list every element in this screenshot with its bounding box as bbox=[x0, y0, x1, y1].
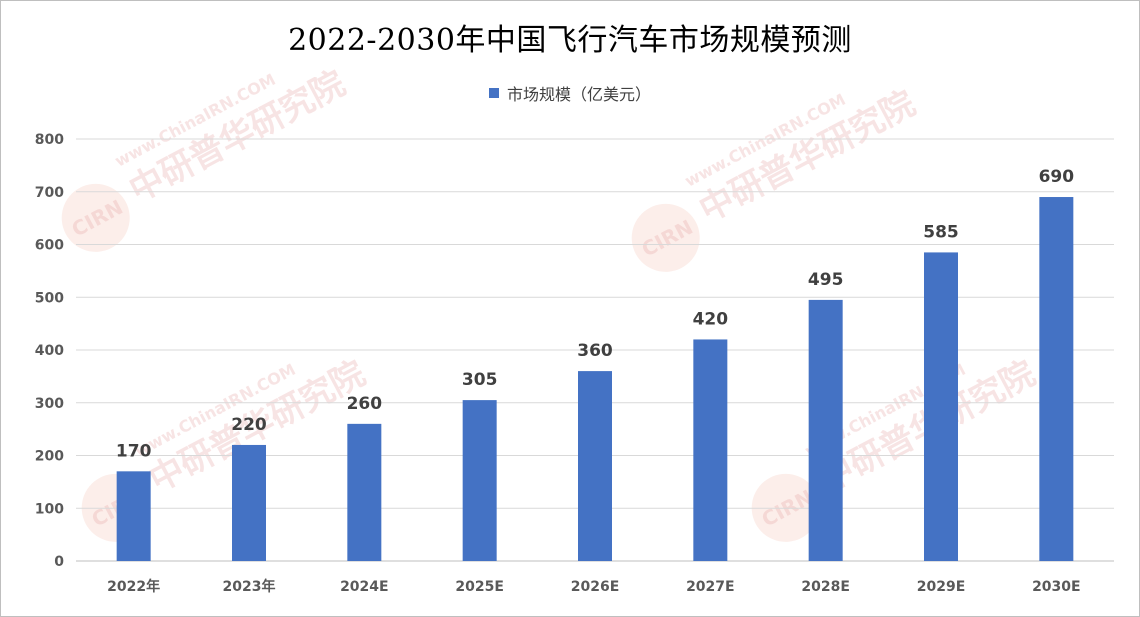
y-tick-label: 800 bbox=[35, 132, 64, 148]
bar bbox=[693, 339, 728, 561]
x-tick-label: 2026E bbox=[571, 579, 620, 595]
watermark-logo bbox=[61, 183, 130, 252]
x-tick-label: 2030E bbox=[1032, 579, 1081, 595]
data-label: 260 bbox=[347, 394, 383, 414]
y-tick-label: 600 bbox=[35, 238, 64, 254]
data-labels: 170 220 260 305 360 420 495 585 690 bbox=[116, 167, 1074, 461]
bar bbox=[1039, 197, 1074, 561]
data-label: 495 bbox=[808, 270, 844, 290]
bar bbox=[578, 371, 612, 561]
legend-label: 市场规模（亿美元） bbox=[506, 85, 651, 104]
y-axis: 0 100 200 300 400 500 600 700 800 bbox=[35, 132, 64, 570]
bar bbox=[116, 471, 151, 561]
chart-title: 2022-2030年中国飞行汽车市场规模预测 bbox=[288, 23, 852, 58]
y-tick-label: 500 bbox=[35, 290, 64, 306]
bar bbox=[808, 299, 843, 561]
legend: 市场规模（亿美元） bbox=[1, 81, 1139, 105]
bar bbox=[232, 444, 266, 561]
data-label: 690 bbox=[1039, 167, 1075, 187]
x-tick-label: 2029E bbox=[917, 579, 966, 595]
y-tick-label: 700 bbox=[35, 185, 64, 201]
bar bbox=[924, 252, 958, 561]
x-tick-label: 2024E bbox=[340, 579, 389, 595]
watermark-logo bbox=[631, 203, 700, 272]
bar bbox=[347, 423, 382, 561]
y-tick-label: 400 bbox=[35, 343, 64, 359]
y-tick-label: 200 bbox=[35, 449, 64, 465]
data-label: 170 bbox=[116, 441, 152, 461]
y-tick-label: 0 bbox=[54, 554, 64, 570]
data-label: 360 bbox=[577, 341, 613, 361]
y-tick-label: 300 bbox=[35, 396, 64, 412]
x-axis: 2022年 2023年 2024E 2025E 2026E 2027E 2028E 2029E… bbox=[107, 578, 1080, 595]
x-tick-label: 2023年 bbox=[223, 578, 276, 595]
data-label: 305 bbox=[462, 370, 498, 390]
data-label: 420 bbox=[693, 309, 729, 329]
bar bbox=[462, 400, 497, 561]
legend-swatch bbox=[488, 88, 499, 98]
x-tick-label: 2027E bbox=[686, 579, 735, 595]
bars bbox=[116, 197, 1074, 561]
x-tick-label: 2028E bbox=[801, 579, 850, 595]
data-label: 220 bbox=[231, 415, 267, 435]
x-tick-label: 2022年 bbox=[107, 578, 160, 595]
y-tick-label: 100 bbox=[35, 501, 64, 517]
x-tick-label: 2025E bbox=[455, 579, 504, 595]
data-label: 585 bbox=[923, 222, 959, 242]
